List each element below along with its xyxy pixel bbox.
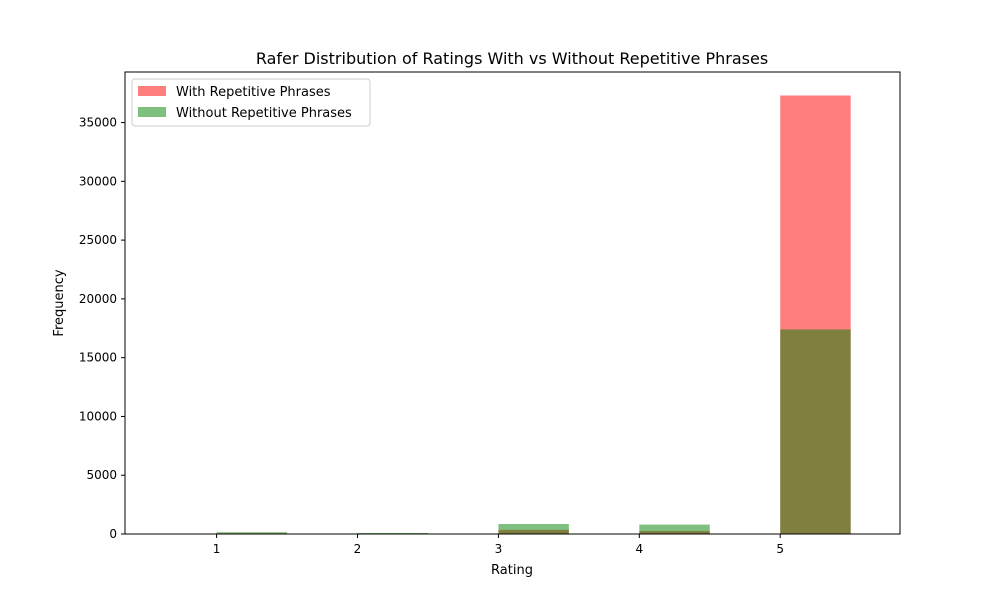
legend-box (131, 78, 371, 127)
x-tick-label: 4 (635, 542, 643, 556)
y-axis-ticks: 0 5000 10000 15000 20000 25000 30000 35000 (79, 116, 125, 541)
legend-swatch-series1 (138, 86, 166, 96)
y-tick-label: 30000 (79, 174, 117, 188)
legend: With Repetitive Phrases Without Repetitiv… (131, 78, 371, 127)
y-tick-label: 5000 (86, 468, 117, 482)
chart-title: Rafer Distribution of Ratings With vs Wi… (256, 49, 768, 68)
bar-series2-rating-1 (216, 532, 288, 534)
plot-frame (124, 71, 901, 535)
bar-series2-rating-3 (498, 524, 569, 534)
bar-series2-rating-5 (780, 329, 851, 534)
x-axis-label: Rating (491, 563, 533, 578)
y-axis-label: Frequency (52, 269, 67, 336)
y-tick-label: 10000 (79, 409, 117, 423)
y-tick-label: 0 (109, 527, 117, 541)
y-tick-label: 35000 (79, 116, 117, 130)
legend-label-series1: With Repetitive Phrases (176, 85, 331, 100)
y-tick-label: 25000 (79, 233, 117, 247)
x-tick-label: 3 (495, 542, 503, 556)
x-tick-label: 1 (213, 542, 221, 556)
bars-layer (216, 95, 851, 535)
bar-series2-rating-2 (357, 532, 428, 534)
x-tick-label: 2 (354, 542, 362, 556)
x-axis-ticks: 1 2 3 4 5 (213, 534, 784, 556)
y-tick-label: 15000 (79, 351, 117, 365)
legend-swatch-series2 (138, 107, 166, 117)
bar-series2-rating-4 (639, 524, 710, 534)
legend-label-series2: Without Repetitive Phrases (176, 106, 352, 121)
x-tick-label: 5 (776, 542, 784, 556)
y-tick-label: 20000 (79, 292, 117, 306)
